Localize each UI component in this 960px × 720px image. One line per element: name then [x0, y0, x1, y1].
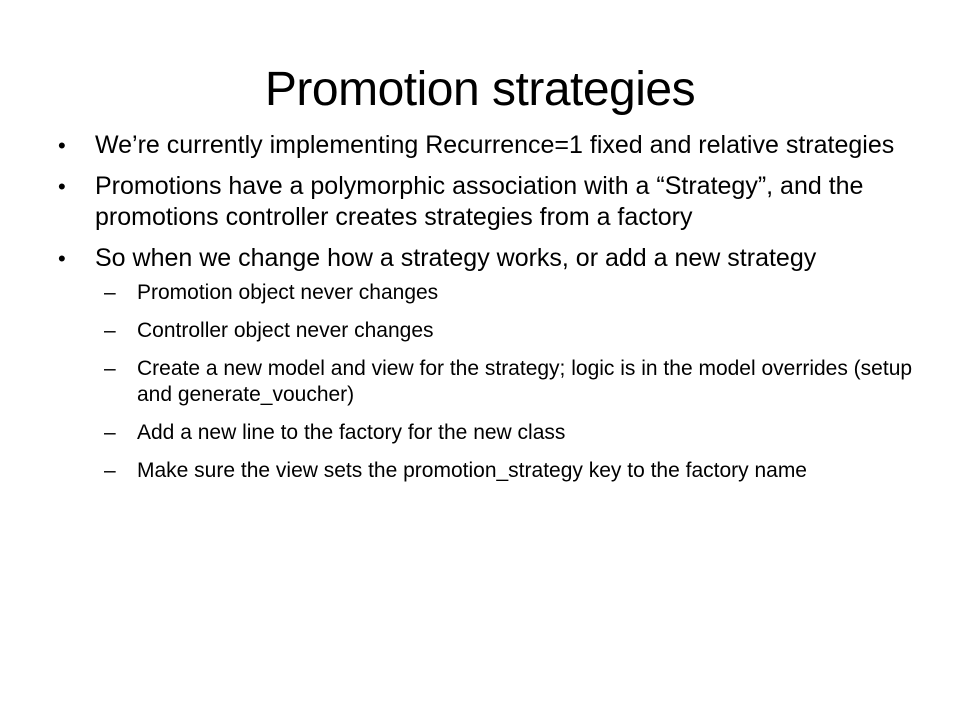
sub-bullet-text: Create a new model and view for the stra…: [137, 357, 913, 406]
bullet-text: So when we change how a strategy works, …: [95, 244, 817, 272]
bullet-text: We’re currently implementing Recurrence=…: [95, 131, 895, 159]
bullet-marker: •: [58, 174, 66, 199]
sub-bullet-text: Add a new line to the factory for the ne…: [137, 421, 566, 444]
bullet-list: • We’re currently implementing Recurrenc…: [58, 130, 918, 496]
bullet-item: • So when we change how a strategy works…: [58, 243, 918, 484]
bullet-marker: •: [58, 133, 66, 158]
sub-bullet-marker: –: [104, 357, 116, 380]
sub-bullet-item: – Create a new model and view for the st…: [95, 356, 918, 408]
sub-bullet-item: – Controller object never changes: [95, 318, 918, 344]
bullet-text: Promotions have a polymorphic associatio…: [95, 172, 864, 231]
sub-bullet-marker: –: [104, 421, 116, 444]
sub-bullet-text: Controller object never changes: [137, 319, 434, 342]
sub-bullet-item: – Promotion object never changes: [95, 280, 918, 306]
sub-bullet-text: Make sure the view sets the promotion_st…: [137, 459, 807, 482]
sub-bullet-list: – Promotion object never changes – Contr…: [95, 280, 918, 484]
sub-bullet-text: Promotion object never changes: [137, 281, 439, 304]
sub-bullet-marker: –: [104, 319, 116, 342]
sub-bullet-marker: –: [104, 459, 116, 482]
sub-bullet-marker: –: [104, 281, 116, 304]
bullet-item: • Promotions have a polymorphic associat…: [58, 171, 918, 233]
bullet-item: • We’re currently implementing Recurrenc…: [58, 130, 918, 161]
slide-title: Promotion strategies: [264, 63, 696, 116]
bullet-marker: •: [58, 246, 66, 271]
sub-bullet-item: – Make sure the view sets the promotion_…: [95, 458, 918, 484]
sub-bullet-item: – Add a new line to the factory for the …: [95, 420, 918, 446]
